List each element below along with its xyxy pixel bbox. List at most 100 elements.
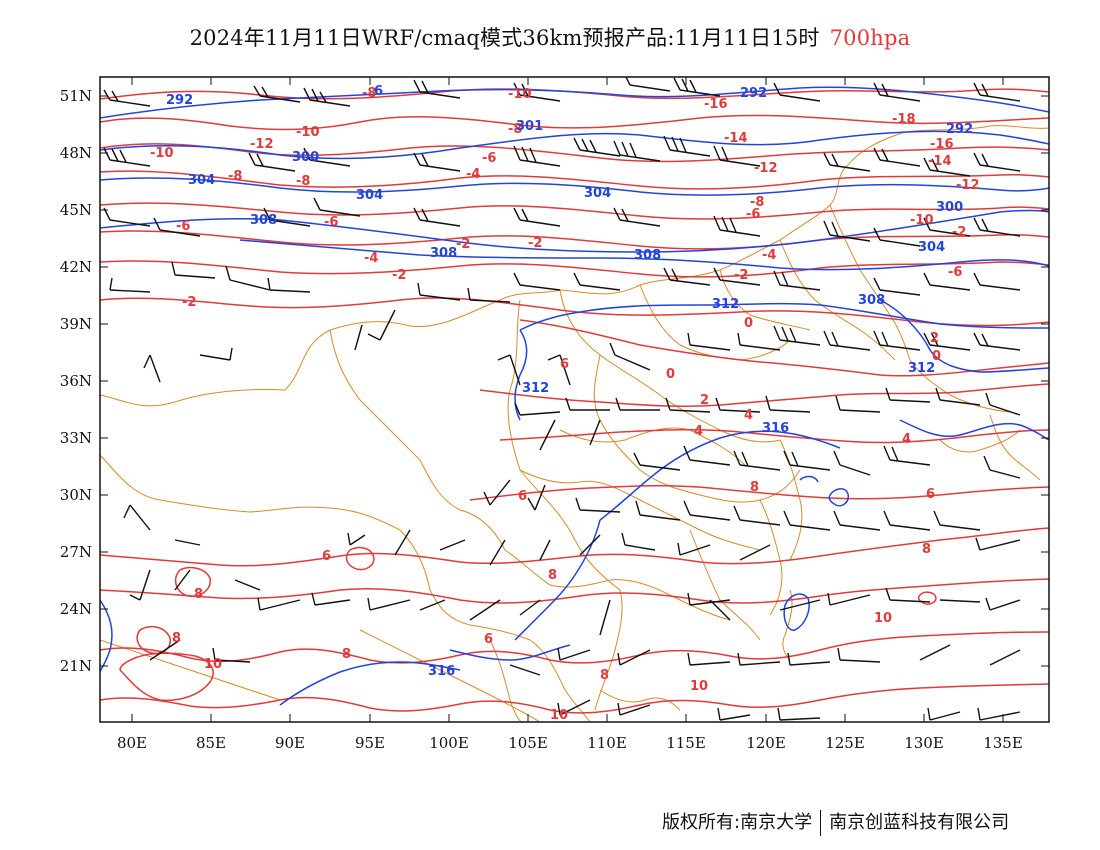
temp-label: -4 [466,167,480,182]
lon-tick-label: 90E [275,734,305,752]
lon-tick-label: 80E [117,734,147,752]
copyright-owner-university: 版权所有:南京大学 [662,812,813,833]
temp-label: -2 [182,295,196,310]
map-plot: -8 -10 -10 -12 -10 -8 -6 -4 -6 -8 -2 -4 … [100,77,1049,723]
temp-label: 4 [902,432,911,447]
temp-label: 8 [342,647,351,662]
height-label: 292 [740,86,767,101]
lon-tick-label: 100E [429,734,469,752]
temp-label: 8 [750,480,759,495]
temp-label: -6 [482,151,496,166]
temp-label: -6 [746,207,760,222]
height-label: 308 [430,246,457,261]
temp-label: -12 [754,161,778,176]
temp-label: 6 [322,549,331,564]
wind-barbs [103,77,1021,721]
temp-label: 10 [204,657,222,672]
temp-label: 8 [922,542,931,557]
height-label: 304 [918,240,945,255]
temp-label: -10 [296,125,320,140]
height-label: 292 [946,122,973,137]
temp-label: 8 [172,631,181,646]
temp-label: 0 [666,367,675,382]
temp-label: 2 [700,393,709,408]
temp-label: -2 [734,268,748,283]
height-label: 308 [858,293,885,308]
lon-tick-label: 130E [904,734,944,752]
temp-label: -8 [228,169,242,184]
title-main: 2024年11月11日WRF/cmaq模式36km预报产品:11月11日15时 [189,26,820,50]
latitude-axis: 51N 48N 45N 42N 39N 36N 33N 30N 27N 24N … [60,87,1049,675]
height-label: 292 [166,93,193,108]
lon-tick-label: 105E [508,734,548,752]
longitude-axis: 80E 85E 90E 95E 100E 105E 110E 115E 120E… [117,77,1023,752]
temp-label: 0 [932,349,941,364]
temp-label: 10 [874,611,892,626]
temp-label: 4 [744,408,753,423]
height-label: 312 [522,381,549,396]
lat-tick-label: 39N [60,315,92,333]
lon-tick-label: 120E [746,734,786,752]
temp-label: -6 [176,219,190,234]
height-label: 304 [584,186,611,201]
lat-tick-label: 45N [60,201,92,219]
lat-tick-label: 33N [60,429,92,447]
height-label: 308 [634,248,661,263]
temp-label: -16 [930,137,954,152]
height-label: 312 [712,297,739,312]
temp-label: -6 [324,215,338,230]
copyright-notice: 版权所有:南京大学 南京创蓝科技有限公司 [662,808,1009,836]
temp-label: 10 [550,708,568,723]
political-borders [100,125,1049,722]
height-label: 304 [356,188,383,203]
temp-label: -10 [150,146,174,161]
temp-label: -18 [892,112,916,127]
lat-tick-label: 30N [60,486,92,504]
temp-label: 4 [694,424,703,439]
height-label: 304 [188,173,215,188]
temp-label: 8 [600,668,609,683]
lat-tick-label: 42N [60,258,92,276]
height-label: 301 [516,119,543,134]
lat-tick-label: 36N [60,372,92,390]
temp-label: -16 [704,97,728,112]
height-label: 300 [292,150,319,165]
temp-label: 6 [484,632,493,647]
temp-label: -2 [456,237,470,252]
pressure-level: 700hpa [829,26,911,50]
plot-frame [99,76,1050,723]
temp-label: -8 [508,122,522,137]
temp-label: -2 [528,236,542,251]
temp-label: -2 [952,225,966,240]
lat-tick-label: 27N [60,543,92,561]
copyright-divider [820,810,822,836]
height-label: 300 [936,200,963,215]
height-label: 316 [762,421,789,436]
height-contours [100,86,1049,706]
temp-label: -4 [762,248,776,263]
temp-label: 10 [690,679,708,694]
temp-label: -4 [364,251,378,266]
height-label: 308 [250,213,277,228]
temp-label: 6 [926,487,935,502]
map-title: 2024年11月11日WRF/cmaq模式36km预报产品:11月11日15时 7… [0,22,1100,52]
temp-label: -8 [750,195,764,210]
temp-label: -14 [928,154,952,169]
temp-label: -14 [724,131,748,146]
temp-label: -10 [508,87,532,102]
lon-tick-label: 115E [666,734,706,752]
height-label: 316 [428,664,455,679]
temp-label: -8 [296,174,310,189]
temp-label: -2 [392,268,406,283]
temp-label: 8 [194,587,203,602]
lon-tick-label: 110E [587,734,627,752]
temp-label: -10 [910,213,934,228]
lat-tick-label: 48N [60,144,92,162]
lon-tick-label: 85E [196,734,226,752]
temp-label: 6 [518,489,527,504]
temp-label: -12 [250,137,274,152]
height-label: 312 [908,361,935,376]
temp-label: -8 [362,86,376,101]
temp-label: 8 [548,568,557,583]
